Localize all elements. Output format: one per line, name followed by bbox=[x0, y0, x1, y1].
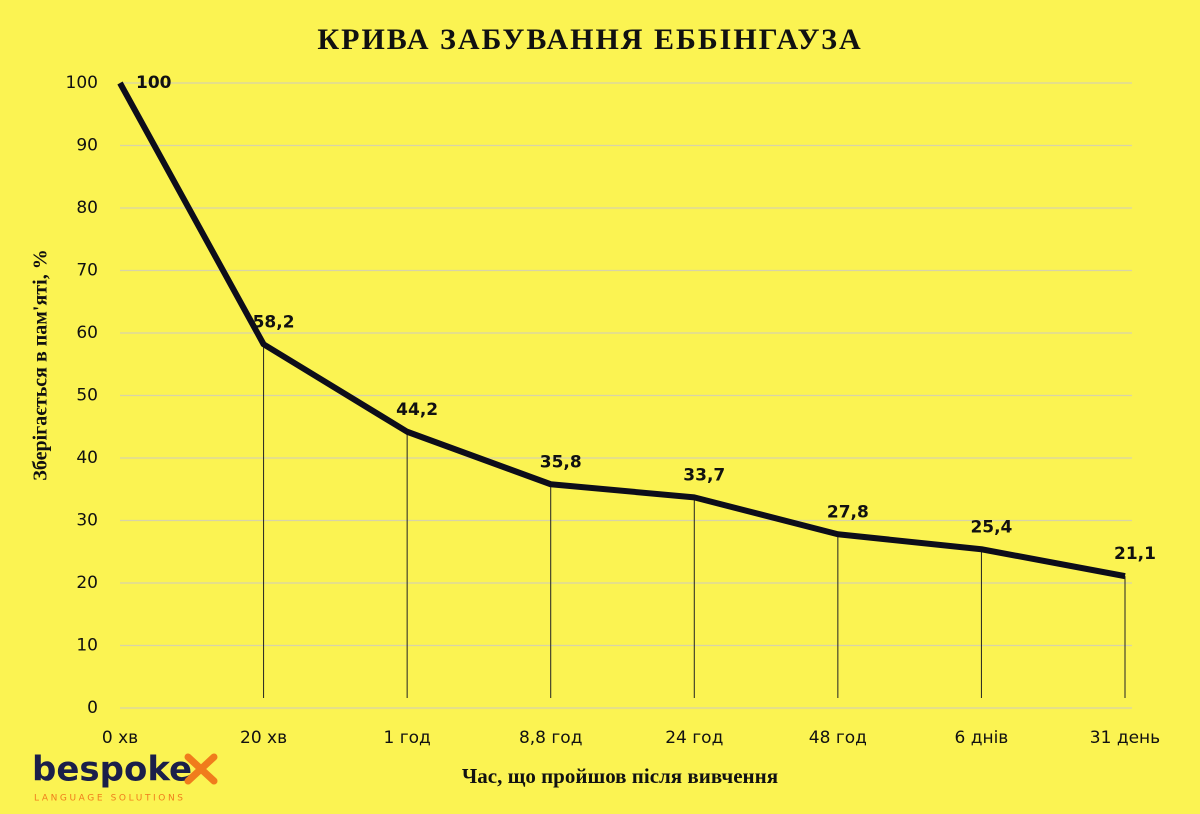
y-axis-title: Зберігається в пам'яті, % bbox=[30, 249, 52, 480]
logo-tagline: LANGUAGE SOLUTIONS bbox=[34, 794, 186, 804]
x-tick-label: 8,8 год bbox=[519, 728, 583, 748]
y-tick-label: 70 bbox=[76, 261, 98, 281]
data-label: 35,8 bbox=[540, 452, 582, 472]
x-tick-label: 48 год bbox=[809, 728, 867, 748]
x-axis-title: Час, що пройшов після вивчення bbox=[462, 764, 778, 788]
y-tick-label: 60 bbox=[76, 323, 98, 343]
x-tick-label: 31 день bbox=[1090, 728, 1160, 748]
data-label: 100 bbox=[136, 73, 172, 93]
data-label: 44,2 bbox=[396, 400, 438, 420]
y-tick-label: 20 bbox=[76, 573, 98, 593]
y-tick-label: 90 bbox=[76, 136, 98, 156]
logo-mark bbox=[184, 753, 218, 785]
x-tick-label: 24 год bbox=[665, 728, 723, 748]
y-tick-label: 0 bbox=[87, 698, 98, 718]
data-label: 58,2 bbox=[253, 312, 295, 332]
data-line bbox=[117, 81, 1126, 580]
data-label: 21,1 bbox=[1114, 544, 1156, 564]
x-tick-label: 0 хв bbox=[102, 728, 138, 748]
y-tick-label: 10 bbox=[76, 636, 98, 656]
data-label: 33,7 bbox=[683, 465, 725, 485]
chart-title: КРИВА ЗАБУВАННЯ ЕББІНГАУЗА bbox=[317, 23, 862, 56]
y-tick-label: 40 bbox=[76, 448, 98, 468]
y-tick-label: 100 bbox=[66, 73, 98, 93]
logo: bespoke LANGUAGE SOLUTIONS bbox=[32, 750, 218, 804]
x-tick-label: 1 год bbox=[383, 728, 430, 748]
y-tick-label: 50 bbox=[76, 386, 98, 406]
y-tick-label: 80 bbox=[76, 198, 98, 218]
y-tick-label: 30 bbox=[76, 511, 98, 531]
logo-name: bespoke bbox=[32, 750, 192, 790]
data-label: 27,8 bbox=[827, 502, 869, 522]
data-label: 25,4 bbox=[970, 517, 1012, 537]
x-tick-label: 20 хв bbox=[240, 728, 287, 748]
x-tick-label: 6 днів bbox=[955, 728, 1009, 748]
